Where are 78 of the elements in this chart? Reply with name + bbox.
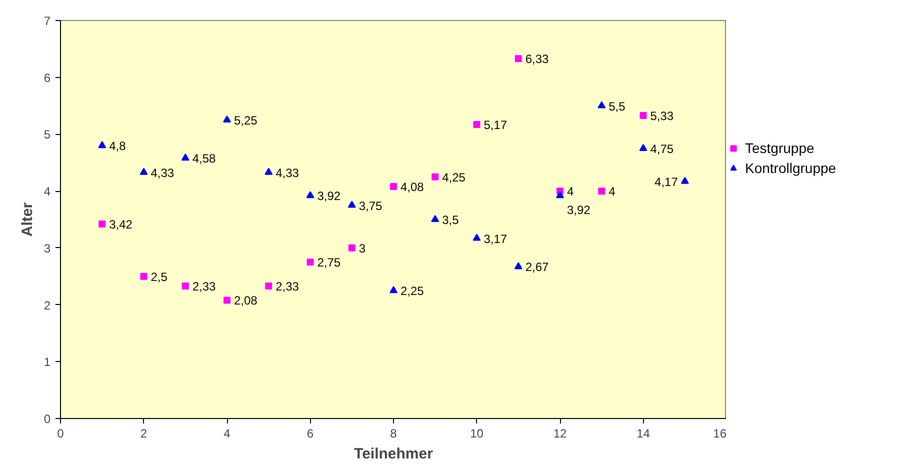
point [265,282,272,290]
data-label: 4,25 [442,170,466,184]
data-label: 4,75 [650,142,674,156]
y-tick-label: 3 [44,241,51,256]
point [556,191,564,198]
y-tick-label: 4 [44,184,51,199]
point [598,101,606,108]
y-tick-label: 2 [44,298,51,312]
data-label: 3,92 [317,189,341,204]
data-label: 4,33 [276,166,300,180]
point [639,144,648,151]
y-tick-label: 6 [44,70,51,85]
data-label: 5,5 [608,99,626,114]
data-label: 3,92 [567,203,591,218]
x-tick-label: 0 [57,426,64,440]
x-tick-label: 2 [140,426,148,440]
data-label: 6,33 [525,52,550,66]
point [264,168,273,175]
point [431,214,440,222]
data-label: 5,33 [650,108,674,123]
x-tick-label: 8 [390,426,398,440]
data-label: 2,5 [150,270,168,284]
data-label: 4,8 [109,139,126,154]
point [473,121,480,128]
data-label: 2,08 [234,294,258,308]
point [348,200,356,208]
x-tick-label: 14 [636,426,650,440]
data-label: 3,75 [358,198,383,213]
data-label: 2,67 [525,260,550,274]
point [98,141,106,148]
y-tick-label: 0 [44,412,51,426]
data-label: 3 [358,241,366,256]
point [472,234,481,241]
data-label: 3,42 [109,218,133,232]
point [306,258,314,266]
legend-label: Testgruppe [745,140,814,156]
point [306,191,314,198]
y-tick-label: 5 [44,128,51,142]
point [514,262,522,270]
data-label: 2,75 [317,256,341,270]
point [182,282,189,290]
legend-label: Kontrollgruppe [745,160,836,176]
point [514,55,522,62]
data-label: 3,5 [442,213,460,227]
data-label: 4,33 [150,166,174,180]
data-label: 5,17 [484,118,508,132]
point [98,220,106,228]
y-tick-label: 1 [44,355,51,370]
x-tick-label: 6 [306,426,314,440]
point [223,115,231,123]
x-tick-label: 12 [553,426,567,440]
point [598,188,606,195]
point [640,112,647,119]
data-label: 4 [567,184,574,199]
x-tick-label: 10 [470,426,484,440]
point [680,176,689,184]
point [390,286,398,294]
data-label: 4,08 [400,180,424,194]
data-label: 4 [608,184,616,199]
y-axis-title: Alter [18,202,36,237]
point [348,244,356,252]
point [181,154,190,161]
data-label: 3,17 [484,232,508,246]
data-label: 2,33 [192,280,216,294]
data-label: 4,17 [654,174,678,189]
point [432,173,439,180]
point [224,296,230,304]
data-label: 5,25 [234,114,258,128]
point [140,272,148,280]
y-tick-label: 7 [44,14,51,28]
data-label: 2,33 [276,280,300,294]
x-axis-title: Teilnehmer [354,446,434,462]
point [390,183,397,190]
data-label: 4,58 [192,152,216,166]
x-tick-label: 4 [224,426,231,440]
x-tick-label: 16 [713,426,727,440]
point [140,168,148,175]
data-label: 2,25 [400,284,424,298]
